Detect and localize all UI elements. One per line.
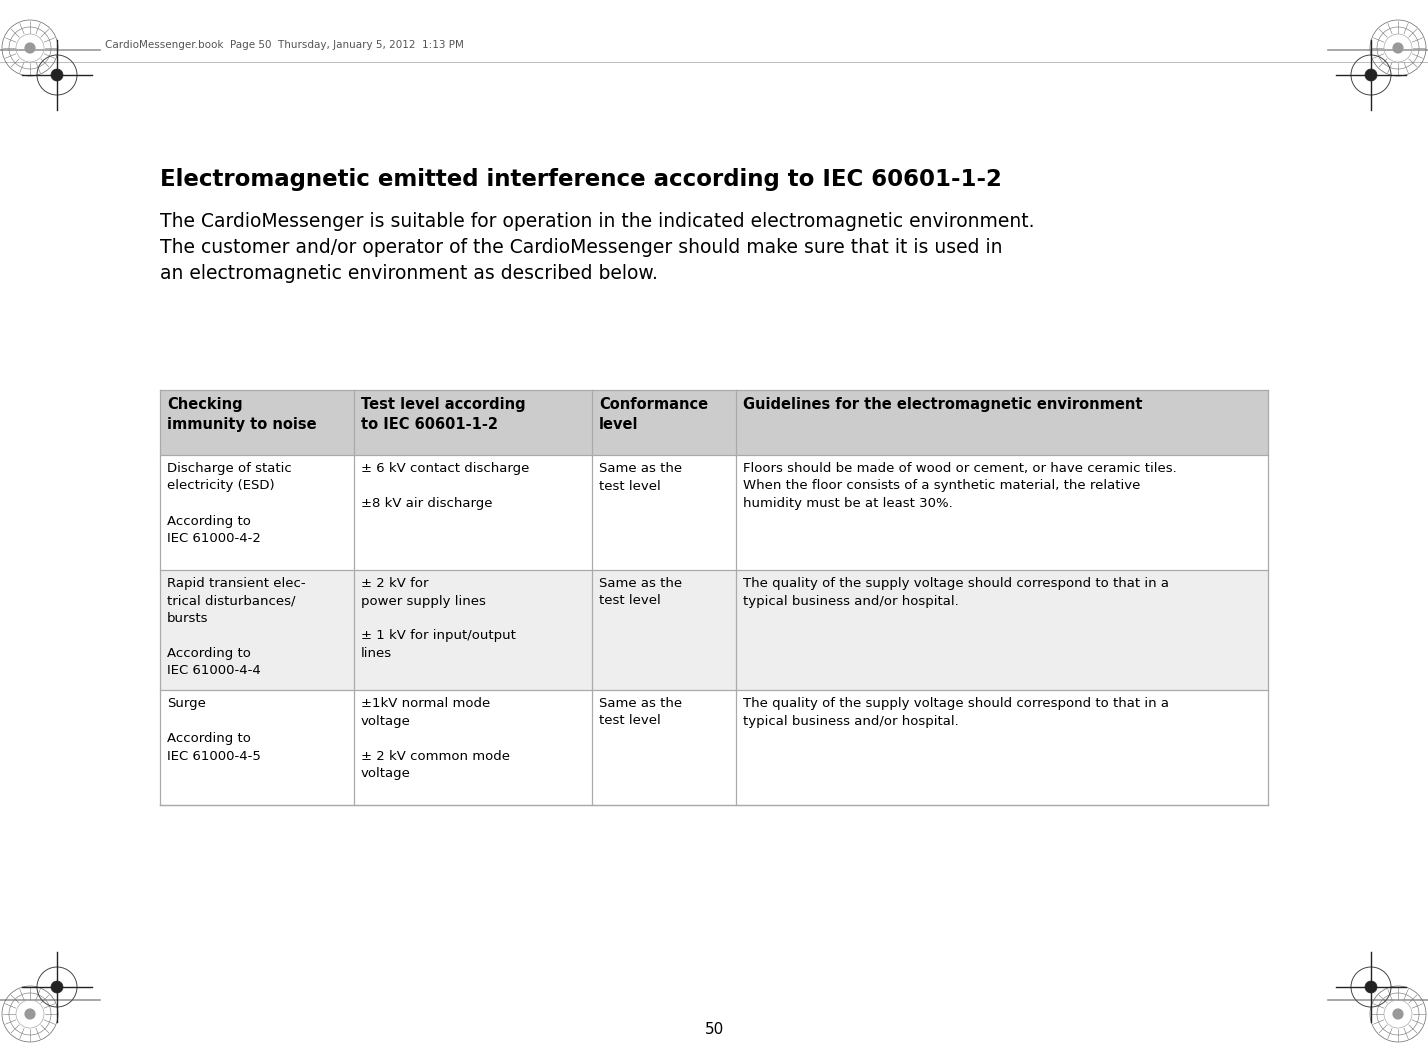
Text: The CardioMessenger is suitable for operation in the indicated electromagnetic e: The CardioMessenger is suitable for oper… [160,212,1034,232]
Text: The quality of the supply voltage should correspond to that in a
typical busines: The quality of the supply voltage should… [743,577,1170,607]
Text: Same as the
test level: Same as the test level [600,462,683,493]
Circle shape [51,69,63,81]
Bar [160,455,1268,570]
Bar [160,690,1268,805]
Text: Rapid transient elec-
trical disturbances/
bursts

According to
IEC 61000-4-4: Rapid transient elec- trical disturbance… [167,577,306,678]
Circle shape [1392,1009,1404,1020]
Text: Guidelines for the electromagnetic environment: Guidelines for the electromagnetic envir… [743,397,1142,412]
Text: ±1kV normal mode
voltage

± 2 kV common mode
voltage: ±1kV normal mode voltage ± 2 kV common m… [361,697,510,780]
Circle shape [1365,69,1377,81]
Text: Electromagnetic emitted interference according to IEC 60601-1-2: Electromagnetic emitted interference acc… [160,168,1002,191]
Text: CardioMessenger.book  Page 50  Thursday, January 5, 2012  1:13 PM: CardioMessenger.book Page 50 Thursday, J… [106,40,464,50]
Text: an electromagnetic environment as described below.: an electromagnetic environment as descri… [160,264,658,282]
Circle shape [1392,42,1404,53]
Text: The quality of the supply voltage should correspond to that in a
typical busines: The quality of the supply voltage should… [743,697,1170,727]
Text: The customer and/or operator of the CardioMessenger should make sure that it is : The customer and/or operator of the Card… [160,238,1002,257]
Circle shape [51,981,63,993]
Text: Checking
immunity to noise: Checking immunity to noise [167,397,317,432]
Text: 50: 50 [704,1023,724,1038]
Text: ± 6 kV contact discharge

±8 kV air discharge: ± 6 kV contact discharge ±8 kV air disch… [361,462,530,510]
Bar [160,390,1268,455]
Text: Floors should be made of wood or cement, or have ceramic tiles.
When the floor c: Floors should be made of wood or cement,… [743,462,1177,510]
Text: Conformance
level: Conformance level [600,397,708,432]
Text: ± 2 kV for
power supply lines

± 1 kV for input/output
lines: ± 2 kV for power supply lines ± 1 kV for… [361,577,516,660]
Text: Test level according
to IEC 60601-1-2: Test level according to IEC 60601-1-2 [361,397,526,432]
Text: Same as the
test level: Same as the test level [600,697,683,727]
Text: Surge

According to
IEC 61000-4-5: Surge According to IEC 61000-4-5 [167,697,261,763]
Bar [160,570,1268,690]
Circle shape [24,1009,36,1020]
Text: Discharge of static
electricity (ESD)

According to
IEC 61000-4-2: Discharge of static electricity (ESD) Ac… [167,462,291,545]
Circle shape [1365,981,1377,993]
Circle shape [24,42,36,53]
Text: Same as the
test level: Same as the test level [600,577,683,607]
